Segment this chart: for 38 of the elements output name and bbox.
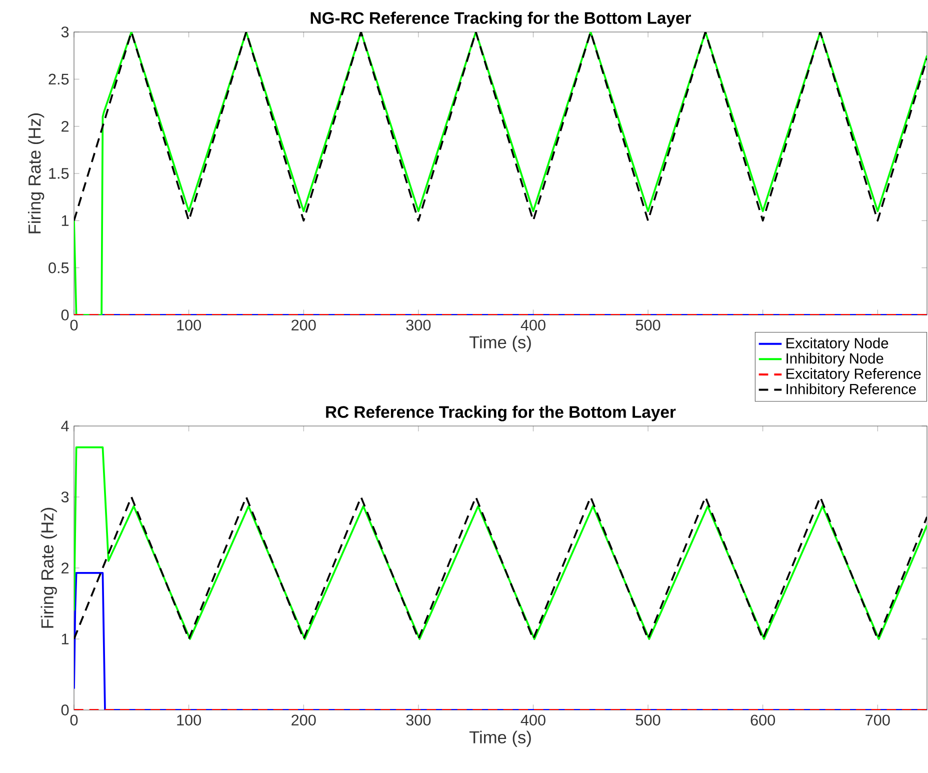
x-axis-title: Time (s) bbox=[469, 730, 531, 747]
y-tick-label: 3 bbox=[61, 26, 69, 38]
x-tick-label: 400 bbox=[520, 714, 546, 726]
y-tick-label: 2.5 bbox=[48, 74, 69, 85]
y-tick-label: 2 bbox=[62, 562, 69, 574]
line-series bbox=[74, 446, 928, 640]
chart-title: NG-RC Reference Tracking for the Bottom Layer bbox=[310, 12, 691, 28]
x-tick-label: 100 bbox=[177, 320, 201, 331]
x-tick-label: 0 bbox=[70, 320, 78, 331]
y-axis-title: Firing Rate (Hz) bbox=[40, 508, 57, 628]
legend-label: Excitatory Reference bbox=[786, 368, 921, 382]
x-tick-label: 500 bbox=[636, 714, 660, 726]
chart-title: RC Reference Tracking for the Bottom Layer bbox=[326, 406, 676, 422]
x-tick-label: 0 bbox=[70, 714, 78, 726]
y-tick-label: 1 bbox=[62, 634, 69, 644]
legend-label: Inhibitory Reference bbox=[786, 383, 916, 398]
line-series bbox=[74, 32, 928, 315]
y-tick-label: 2 bbox=[62, 120, 69, 132]
y-tick-label: 1.5 bbox=[49, 168, 69, 179]
legend-label: Excitatory Node bbox=[786, 338, 888, 352]
y-tick-label: 0 bbox=[61, 310, 69, 320]
x-tick-label: 100 bbox=[177, 714, 201, 726]
x-tick-label: 200 bbox=[292, 320, 316, 331]
y-tick-label: 4 bbox=[61, 420, 69, 432]
x-tick-label: 700 bbox=[866, 714, 890, 726]
x-tick-label: 500 bbox=[636, 320, 660, 331]
x-tick-label: 300 bbox=[406, 714, 431, 726]
legend-label: Inhibitory Node bbox=[786, 352, 884, 367]
x-axis-title: Time (s) bbox=[469, 336, 531, 352]
x-tick-label: 600 bbox=[750, 714, 776, 726]
y-tick-label: 0 bbox=[61, 704, 69, 716]
y-tick-label: 1 bbox=[62, 215, 69, 226]
y-axis-title: Firing Rate (Hz) bbox=[28, 113, 44, 234]
y-tick-label: 3 bbox=[61, 492, 69, 502]
x-tick-label: 400 bbox=[520, 320, 546, 331]
y-tick-label: 0.5 bbox=[48, 262, 69, 274]
x-tick-label: 300 bbox=[406, 320, 431, 331]
x-tick-label: 200 bbox=[292, 714, 316, 726]
